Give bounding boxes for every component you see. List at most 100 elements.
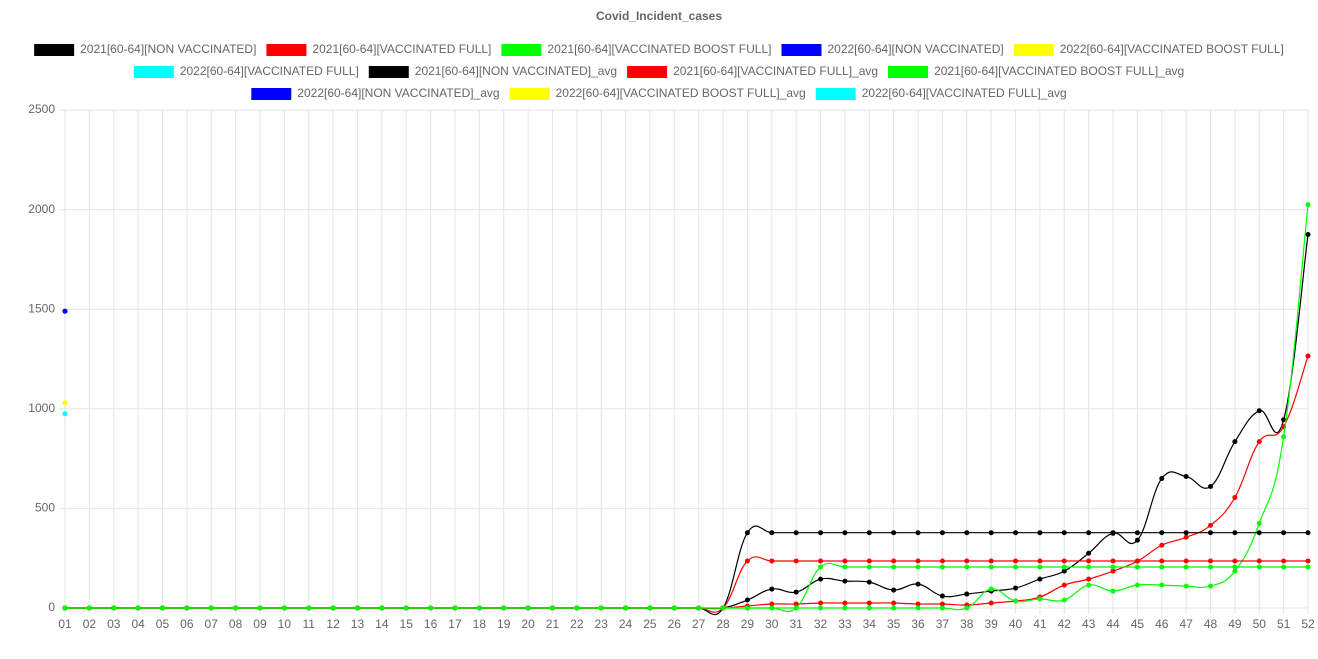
data-point <box>1305 558 1311 564</box>
x-tick-label: 16 <box>424 617 438 631</box>
data-point <box>1110 588 1116 594</box>
data-point <box>62 411 68 417</box>
y-tick-label: 2000 <box>28 202 55 216</box>
data-point <box>939 593 945 599</box>
x-tick-label: 13 <box>351 617 365 631</box>
data-point <box>769 530 775 536</box>
data-point <box>1281 417 1287 423</box>
data-point <box>1061 530 1067 536</box>
data-point <box>1134 558 1140 564</box>
data-point <box>1134 537 1140 543</box>
y-tick-label: 0 <box>48 600 55 614</box>
data-point <box>574 605 580 611</box>
data-point <box>1256 558 1262 564</box>
data-point <box>257 605 263 611</box>
legend-item: 2022[60-64][NON VACCINATED] <box>781 42 1004 56</box>
data-point <box>939 605 945 611</box>
data-point <box>1305 353 1311 359</box>
data-point <box>1110 568 1116 574</box>
legend-item: 2021[60-64][NON VACCINATED] <box>34 42 256 56</box>
data-point <box>1086 550 1092 556</box>
legend-item: 2021[60-64][VACCINATED BOOST FULL] <box>501 42 771 56</box>
x-tick-label: 49 <box>1228 617 1242 631</box>
series-line <box>64 355 1309 609</box>
data-point <box>720 605 726 611</box>
legend-label: 2022[60-64][VACCINATED FULL]_avg <box>862 86 1067 100</box>
data-point <box>1305 564 1311 570</box>
data-point <box>818 600 824 606</box>
data-point <box>476 605 482 611</box>
x-tick-label: 43 <box>1082 617 1096 631</box>
legend-label: 2021[60-64][VACCINATED BOOST FULL]_avg <box>934 64 1184 78</box>
legend-item: 2021[60-64][VACCINATED BOOST FULL]_avg <box>888 64 1184 78</box>
data-point <box>842 578 848 584</box>
data-point <box>1281 564 1287 570</box>
data-point <box>891 600 897 606</box>
x-tick-label: 28 <box>716 617 730 631</box>
data-point <box>1134 530 1140 536</box>
y-tick-label: 1000 <box>28 401 55 415</box>
data-point <box>62 400 68 406</box>
data-point <box>915 605 921 611</box>
x-tick-label: 11 <box>302 617 315 631</box>
x-tick-label: 09 <box>253 617 267 631</box>
data-point <box>744 558 750 564</box>
data-point <box>793 589 799 595</box>
legend: 2021[60-64][NON VACCINATED] 2021[60-64][V… <box>34 42 1284 100</box>
x-tick-label: 10 <box>278 617 292 631</box>
x-tick-label: 48 <box>1204 617 1218 631</box>
chart-title: Covid_Incident_cases <box>596 9 722 23</box>
data-point <box>1256 408 1262 414</box>
data-point <box>842 530 848 536</box>
data-point <box>1061 597 1067 603</box>
data-point <box>793 605 799 611</box>
y-tick-label: 2500 <box>28 102 55 116</box>
data-point <box>818 530 824 536</box>
x-tick-label: 14 <box>375 617 389 631</box>
legend-label: 2022[60-64][VACCINATED BOOST FULL] <box>1060 42 1284 56</box>
data-point <box>1159 530 1165 536</box>
data-point <box>1208 583 1214 589</box>
data-point <box>1232 494 1238 500</box>
data-point <box>1086 558 1092 564</box>
x-tick-label: 04 <box>131 617 145 631</box>
legend-label: 2021[60-64][NON VACCINATED] <box>80 42 256 56</box>
x-tick-label: 36 <box>911 617 925 631</box>
data-point <box>964 530 970 536</box>
x-tick-label: 19 <box>497 617 511 631</box>
data-point <box>1232 439 1238 445</box>
legend-item: 2022[60-64][VACCINATED BOOST FULL]_avg <box>509 86 806 100</box>
legend-item: 2022[60-64][NON VACCINATED]_avg <box>251 86 500 100</box>
x-tick-label: 05 <box>156 617 170 631</box>
data-point <box>866 530 872 536</box>
x-tick-label: 29 <box>741 617 755 631</box>
data-point <box>964 591 970 597</box>
x-tick-label: 32 <box>814 617 828 631</box>
data-point <box>1256 564 1262 570</box>
data-point <box>1013 558 1019 564</box>
data-point <box>744 605 750 611</box>
x-tick-label: 38 <box>960 617 974 631</box>
data-point <box>818 564 824 570</box>
y-tick-label: 500 <box>35 501 55 515</box>
x-tick-label: 52 <box>1301 617 1315 631</box>
series-line <box>64 562 1308 613</box>
data-point <box>647 605 653 611</box>
data-point <box>915 601 921 607</box>
data-point <box>1281 434 1287 440</box>
data-point <box>1110 530 1116 536</box>
data-point <box>1208 558 1214 564</box>
data-point <box>1110 558 1116 564</box>
legend-item: 2021[60-64][NON VACCINATED]_avg <box>368 64 617 78</box>
data-point <box>1208 530 1214 536</box>
x-tick-label: 17 <box>448 617 462 631</box>
data-point <box>111 605 117 611</box>
legend-swatch <box>1013 44 1054 56</box>
data-point <box>891 530 897 536</box>
data-point <box>1208 522 1214 528</box>
x-tick-label: 51 <box>1277 617 1291 631</box>
series-line <box>64 204 1309 611</box>
legend-swatch <box>133 66 174 78</box>
data-point <box>744 530 750 536</box>
